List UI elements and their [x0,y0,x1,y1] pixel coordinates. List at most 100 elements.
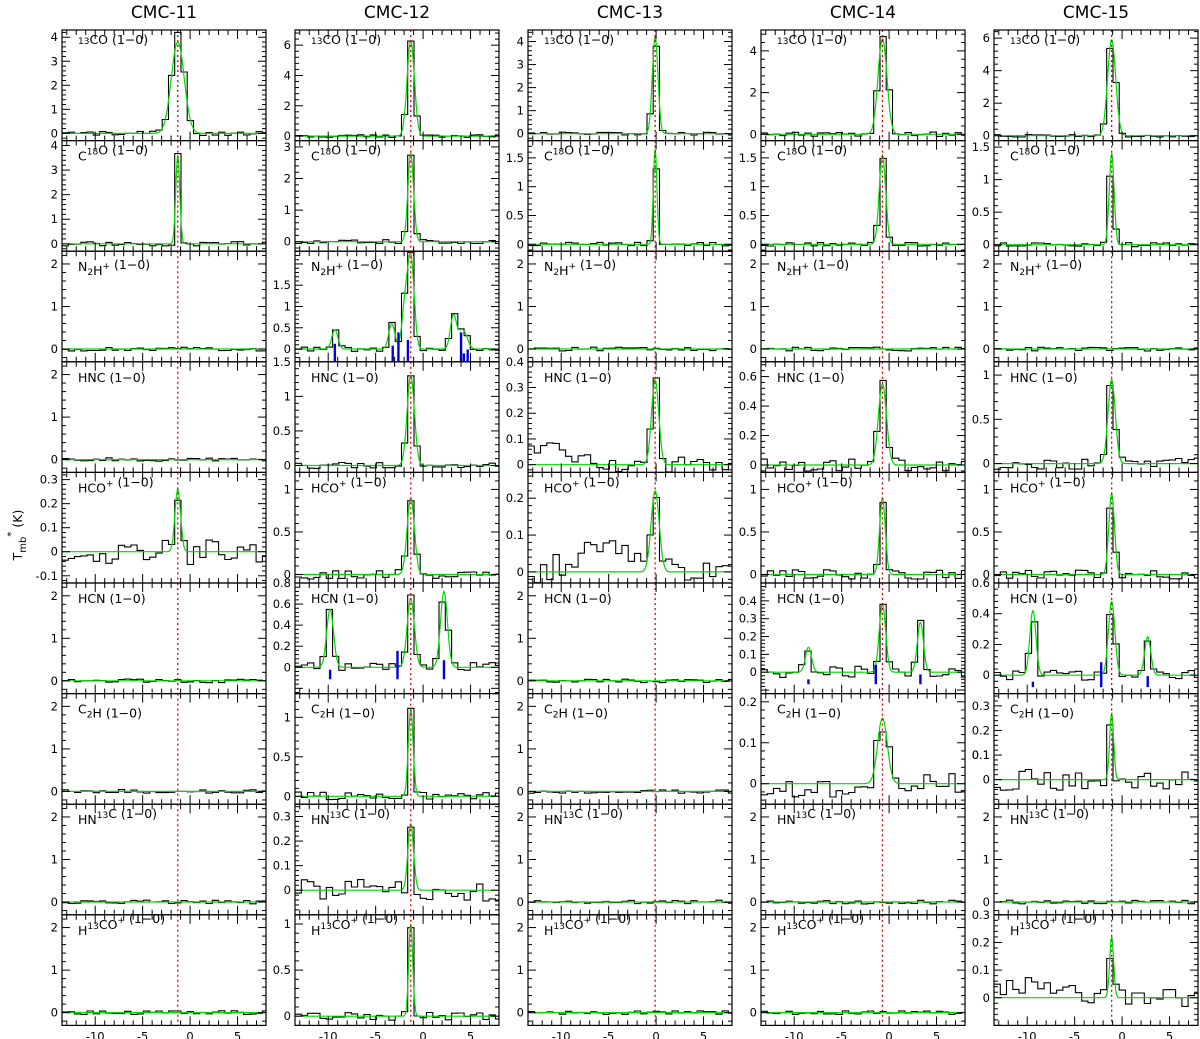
y-tick-label: 0.1 [972,748,990,762]
molecule-label: HCO+ (1−0) [311,474,387,495]
gaussian-fit-line [761,37,965,135]
y-tick-label: 1 [983,173,990,187]
y-tick-label: 0.6 [972,576,990,590]
y-tick-label: 0.1 [506,528,524,542]
y-tick-label: 0.5 [273,525,291,539]
y-axis-label: Tmb*(K) [6,510,29,562]
y-tick-label: 2 [517,257,524,271]
y-tick-label: 0 [750,777,757,791]
molecule-label: C18O (1−0) [777,143,847,164]
x-tick-label: -10 [1018,1029,1037,1039]
spectrum-histogram [994,507,1198,580]
molecule-label: N2H+ (1−0) [311,257,383,278]
molecule-label: HCO+ (1−0) [1010,474,1086,495]
gaussian-fit-line [994,378,1198,465]
spectrum-histogram [761,731,965,798]
spectrum-panel: 0 1 2 C2H (1−0) [51,692,267,805]
spectrum-panel: 0 1 2 3 4 13CO (1−0) [517,29,733,142]
y-tick-label: -0.1 [36,569,58,583]
y-tick-label: 1 [284,203,291,217]
gaussian-fit-line [295,496,499,576]
column-title: CMC-12 [364,3,430,23]
y-tick-label: 0 [284,660,291,674]
spectrum-panel: 0 1 2 HN13C (1−0) [517,803,733,916]
y-tick-label: 0 [51,342,58,356]
y-tick-label: 0 [284,458,291,472]
y-tick-label: 2 [517,921,524,935]
spectrum-histogram [295,375,499,469]
spectrum-panel: 0 0.5 1 HCO+ (1−0) [739,471,966,584]
y-tick-label: 0.1 [506,432,524,446]
y-tick-label: 0 [51,784,58,798]
molecule-label: H13CO+ (1−0) [544,911,631,938]
molecule-label: HNC (1−0) [1010,370,1078,385]
y-tick-label: 0.4 [273,618,291,632]
spectrum-panel: 0 1 2 N2H+ (1−0) [517,250,733,363]
x-tick-label: -10 [552,1029,571,1039]
y-tick-label: 1 [517,963,524,977]
y-tick-label: 0.2 [972,637,990,651]
y-tick-label: 0 [517,674,524,688]
y-tick-label: 0.3 [972,699,990,713]
molecule-label: 13CO (1−0) [544,32,614,47]
spectrum-histogram [295,500,499,580]
y-tick-label: 1 [517,104,524,118]
y-tick-label: 0 [517,895,524,909]
molecule-label: C18O (1−0) [1010,143,1080,164]
gaussian-fit-line [295,39,499,137]
y-tick-label: 1 [750,853,757,867]
y-tick-label: 0 [750,127,757,141]
spectrum-panel: 0 1 2 HN13C (1−0) [750,803,966,916]
y-tick-label: 2 [517,810,524,824]
y-tick-label: 0.3 [40,473,58,487]
spectrum-histogram [62,499,266,566]
y-tick-label: 0 [750,237,757,251]
gaussian-fit-line [528,149,732,245]
y-tick-label: 1 [51,742,58,756]
spectrum-panel: 0 2 4 6 13CO (1−0) [983,29,1199,143]
y-tick-label: 0.1 [739,647,757,661]
y-tick-label: 2 [517,589,524,603]
molecule-label: HCN (1−0) [777,591,845,606]
y-tick-label: 0.2 [739,429,757,443]
spectrum-panel: 0 0.1 0.2 C2H (1−0) [739,692,966,805]
spectrum-panel: 0 0.5 1 1.5 C18O (1−0) [506,140,733,252]
molecule-label: H13CO+ (1−0) [777,911,864,938]
molecule-label: N2H+ (1−0) [544,257,616,278]
y-tick-label: 0 [750,665,757,679]
y-tick-label: 0.2 [506,491,524,505]
x-tick-label: 0 [885,1029,892,1039]
y-tick-label: 0.6 [273,597,291,611]
molecule-label: HCN (1−0) [311,591,379,606]
gaussian-fit-line [295,707,499,797]
y-tick-label: 0 [51,895,58,909]
y-tick-label: 0 [517,342,524,356]
y-tick-label: 1 [51,300,58,314]
gaussian-fit-line [62,487,266,553]
y-tick-label: 0 [750,458,757,472]
y-tick-label: 2 [51,257,58,271]
molecule-label: N2H+ (1−0) [78,257,150,278]
molecule-label: H13CO+ (1−0) [1010,911,1097,938]
y-tick-label: 0 [51,1006,58,1020]
y-tick-label: 0.2 [739,695,757,709]
spectrum-histogram [528,45,732,136]
y-tick-label: 0.4 [739,399,757,413]
y-tick-label: 2 [51,78,58,92]
y-tick-label: 3 [284,140,291,154]
y-tick-label: 0 [284,129,291,143]
molecule-label: HNC (1−0) [311,370,379,385]
gaussian-fit-line [295,251,499,350]
y-tick-label: 0.3 [273,809,291,823]
spectrum-panel: 0 2 4 6 13CO (1−0) [284,29,500,143]
y-tick-label: 0.1 [739,736,757,750]
molecule-label: N2H+ (1−0) [777,257,849,278]
y-tick-label: 0.5 [273,424,291,438]
molecule-label: HCO+ (1−0) [777,474,853,495]
molecule-label: HN13C (1−0) [777,806,856,827]
y-tick-label: 0.5 [739,208,757,222]
molecule-label: HCO+ (1−0) [544,474,620,495]
